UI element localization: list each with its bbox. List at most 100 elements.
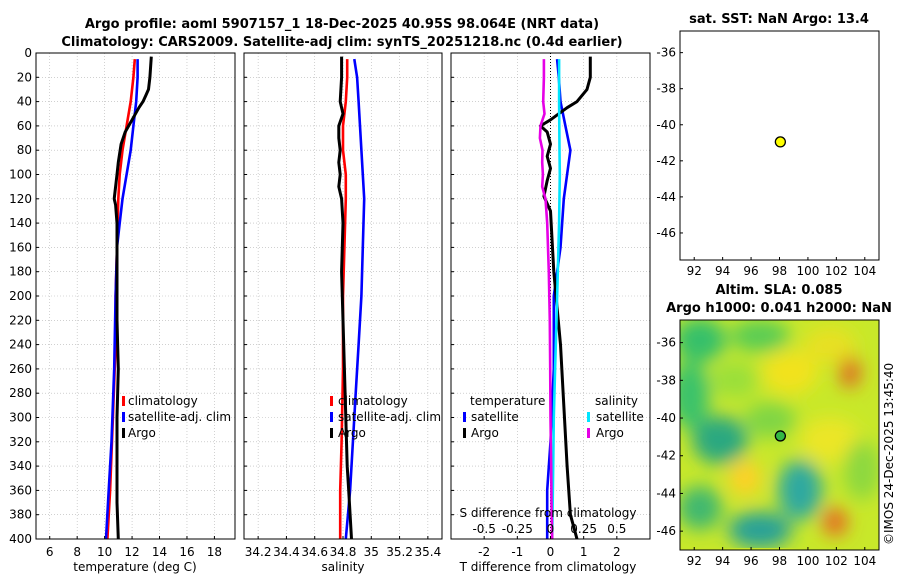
temperature-legend: climatology satellite-adj. clim Argo <box>122 394 231 440</box>
x-tick-label: -2 <box>478 545 490 559</box>
x-tick-label: 34.8 <box>330 545 357 559</box>
map-x-tick-label: 96 <box>743 264 758 278</box>
y-tick-label: 160 <box>9 240 32 254</box>
legend-climatology-label: climatology <box>338 394 408 408</box>
x-tick-label: 35.4 <box>414 545 441 559</box>
map-y-tick-label: -38 <box>656 82 676 96</box>
sla-map-points <box>774 430 787 442</box>
series-line-satellite-adj-clim <box>344 58 366 539</box>
salinity-xlabel: salinity <box>321 560 364 574</box>
map-x-tick-label: 100 <box>796 264 819 278</box>
temperature-lines <box>104 56 153 539</box>
map-x-tick-label: 100 <box>796 554 819 568</box>
series-line-argo <box>112 56 153 539</box>
x-tick-label: -1 <box>511 545 523 559</box>
legend-satellite-label: satellite-adj. clim <box>338 410 441 424</box>
series-line-satellite-adj-clim <box>104 59 139 539</box>
y-tick-label: 0 <box>24 46 32 60</box>
figure-title-line1: Argo profile: aoml 5907157_1 18-Dec-2025… <box>85 17 599 32</box>
legend-t-satellite-swatch <box>463 412 466 422</box>
map-x-tick-label: 94 <box>715 554 730 568</box>
legend-t-argo-swatch <box>463 428 466 438</box>
legend-satellite-swatch <box>122 412 125 422</box>
map-y-tick-label: -46 <box>656 524 676 538</box>
y-tick-label: 220 <box>9 313 32 327</box>
map-x-tick-label: 98 <box>772 264 787 278</box>
x-tick-label: 14 <box>152 545 167 559</box>
map-x-tick-label: 98 <box>772 554 787 568</box>
legend-argo-swatch <box>330 428 333 438</box>
series-line-climatology <box>338 59 349 539</box>
top-x-tick-label: 0.5 <box>607 522 626 536</box>
x-tick-label: 8 <box>73 545 81 559</box>
legend-t-argo-label: Argo <box>471 426 499 440</box>
temperature-grid <box>36 52 235 540</box>
map-x-tick-label: 104 <box>853 554 876 568</box>
y-tick-label: 140 <box>9 216 32 230</box>
map-y-tick-label: -40 <box>656 118 676 132</box>
map-y-tick-label: -44 <box>656 486 676 500</box>
legend-satellite-swatch <box>330 412 333 422</box>
sla-map-panel: Altim. SLA: 0.085 Argo h1000: 0.041 h200… <box>656 283 891 568</box>
sla-map-title-line1: Altim. SLA: 0.085 <box>716 283 843 298</box>
difference-lines <box>538 56 592 539</box>
y-tick-label: 200 <box>9 289 32 303</box>
difference-ticks: -2 -1 0 1 2 -0.5 -0.25 0 0.25 0.5 <box>451 52 626 559</box>
difference-xlabel: T difference from climatology <box>459 560 637 574</box>
figure-title-line2: Climatology: CARS2009. Satellite-adj cli… <box>61 35 622 50</box>
x-tick-label: 35 <box>364 545 379 559</box>
y-tick-label: 100 <box>9 168 32 182</box>
top-x-tick-label: -0.5 <box>472 522 495 536</box>
copyright-note: ©IMOS 24-Dec-2025 13:45:40 <box>882 363 896 545</box>
map-x-tick-label: 94 <box>715 264 730 278</box>
sst-map-panel: sat. SST: NaN Argo: 13.4 92 94 96 98 100 102 1… <box>656 12 880 278</box>
salinity-ticks: 34.2 34.4 34.6 34.8 35 35.2 35.4 <box>244 52 441 559</box>
map-x-tick-label: 92 <box>687 554 702 568</box>
map-x-tick-label: 96 <box>743 554 758 568</box>
sst-map-title: sat. SST: NaN Argo: 13.4 <box>689 12 869 27</box>
map-y-tick-label: -38 <box>656 373 676 387</box>
series-line-salinity-argo <box>538 59 554 539</box>
map-x-tick-label: 104 <box>853 264 876 278</box>
y-tick-label: 240 <box>9 338 32 352</box>
legend-s-satellite-label: satellite <box>596 410 644 424</box>
difference-legend: temperature satellite Argo salinity sate… <box>463 394 644 440</box>
salinity-panel: 34.2 34.4 34.6 34.8 35 35.2 35.4 salinity clim… <box>243 52 443 574</box>
sst-map-ticks: 92 94 96 98 100 102 104 -36 -38 -40 -42 -44 -46 <box>656 46 876 278</box>
legend-argo-label: Argo <box>128 426 156 440</box>
y-tick-label: 180 <box>9 265 32 279</box>
series-line-temperature-argo <box>539 56 592 539</box>
map-y-tick-label: -36 <box>656 46 676 60</box>
map-x-tick-label: 102 <box>825 554 848 568</box>
map-x-tick-label: 102 <box>825 264 848 278</box>
x-tick-label: 18 <box>207 545 222 559</box>
y-tick-label: 320 <box>9 435 32 449</box>
legend-argo-swatch <box>122 428 125 438</box>
y-tick-label: 380 <box>9 508 32 522</box>
series-line-salinity-satellite <box>550 59 562 539</box>
sla-map-title-line2: Argo h1000: 0.041 h2000: NaN <box>666 301 892 316</box>
difference-top-axis-label: S difference from climatology <box>460 506 637 520</box>
x-tick-label: 34.2 <box>245 545 272 559</box>
legend-s-argo-swatch <box>587 428 590 438</box>
temperature-ticks: 0 20 40 60 80 100 120 140 160 180 200 220 240 260 280 3… <box>9 46 222 559</box>
legend-s-satellite-swatch <box>587 412 590 422</box>
x-tick-label: 34.6 <box>301 545 328 559</box>
y-tick-label: 120 <box>9 192 32 206</box>
legend-salinity-title: salinity <box>595 394 638 408</box>
y-tick-label: 400 <box>9 532 32 546</box>
x-tick-label: 6 <box>46 545 54 559</box>
difference-panel: -2 -1 0 1 2 -0.5 -0.25 0 0.25 0.5 T difference fr… <box>450 52 651 574</box>
y-tick-label: 280 <box>9 386 32 400</box>
salinity-lines <box>337 56 366 539</box>
legend-climatology-swatch <box>122 396 125 406</box>
salinity-legend: climatology satellite-adj. clim Argo <box>330 394 441 440</box>
x-tick-label: 12 <box>124 545 139 559</box>
y-tick-label: 260 <box>9 362 32 376</box>
legend-climatology-label: climatology <box>128 394 198 408</box>
y-tick-label: 20 <box>17 70 32 84</box>
map-y-tick-label: -46 <box>656 226 676 240</box>
map-y-tick-label: -42 <box>656 154 676 168</box>
